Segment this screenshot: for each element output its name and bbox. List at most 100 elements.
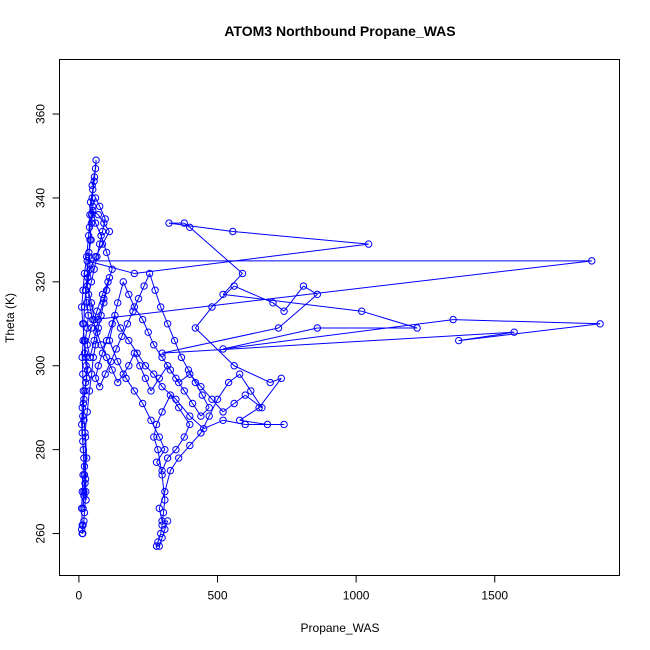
series-line-segment [222, 273, 243, 295]
x-tick-label: 0 [76, 589, 83, 603]
data-point [161, 445, 169, 454]
data-point [161, 487, 169, 496]
data-point [118, 332, 126, 341]
data-point [130, 303, 139, 311]
series-line-segment [99, 373, 106, 387]
series-line-segment [125, 378, 135, 392]
series-line-segment [134, 243, 369, 274]
series-line-segment [178, 445, 191, 459]
series-line-segment [175, 436, 185, 450]
series-line-segment [156, 411, 163, 425]
series-line-segment [222, 403, 235, 413]
data-point [89, 202, 97, 211]
series-line-segment [233, 365, 271, 383]
data-point [274, 324, 283, 332]
data-point [87, 278, 96, 286]
data-point [313, 290, 322, 299]
series-line-segment [283, 285, 304, 312]
data-point [102, 286, 111, 294]
series-line-segment [83, 478, 87, 492]
data-point [100, 294, 108, 303]
data-point [163, 320, 172, 328]
data-point [77, 504, 86, 513]
data-point [91, 219, 100, 227]
series-line-segment [115, 336, 123, 350]
data-point [280, 420, 288, 429]
series-line-segment [158, 436, 166, 450]
series-line-segment [200, 407, 210, 417]
data-point [108, 366, 116, 374]
data-point [141, 362, 150, 370]
data-point [89, 315, 97, 324]
series-line-segment [95, 378, 101, 387]
data-point [80, 492, 88, 500]
data-point [81, 475, 90, 483]
y-axis: 260 280 300 320 340 360 [34, 104, 60, 544]
data-point [93, 252, 101, 261]
data-point [80, 416, 88, 424]
data-point [78, 429, 86, 437]
series-line-segment [106, 357, 113, 371]
series-line-segment [164, 520, 169, 530]
data-point [102, 248, 111, 257]
series-line-segment [126, 311, 134, 324]
data-point [119, 278, 127, 286]
data-point [159, 508, 168, 517]
data-point [130, 387, 139, 395]
data-point [82, 252, 91, 261]
data-point [313, 324, 322, 332]
series-line-segment [194, 306, 213, 329]
series-line-segment [158, 365, 169, 379]
data-point [83, 282, 91, 290]
data-point [156, 303, 165, 311]
data-point [263, 420, 272, 429]
data-point [97, 341, 105, 349]
data-point [108, 265, 116, 273]
data-point [83, 269, 91, 278]
series-line-segment [103, 222, 110, 232]
data-point [229, 227, 237, 236]
data-point [151, 286, 159, 294]
series-line-segment [100, 302, 105, 316]
series-line-segment [192, 403, 202, 417]
series-line-segment [153, 436, 159, 450]
series-line-segment [183, 424, 191, 438]
data-point [78, 403, 86, 412]
data-point [155, 504, 164, 513]
series-line-segment [189, 432, 202, 446]
series-line-segment [117, 373, 124, 383]
series-line-segment [168, 222, 233, 232]
data-point [230, 282, 238, 290]
data-point [186, 412, 194, 420]
data-point [86, 353, 94, 362]
data-point [105, 227, 114, 236]
data-point [82, 374, 91, 383]
data-point [449, 315, 457, 324]
data-point [94, 324, 103, 332]
series-line-segment [222, 327, 318, 350]
data-point [163, 454, 172, 462]
data-point [357, 307, 366, 315]
series-line-segment [90, 189, 94, 203]
data-point [79, 437, 87, 445]
data-point [172, 374, 180, 383]
data-point [166, 466, 175, 475]
series-line-segment [107, 269, 113, 282]
data-point [82, 487, 90, 496]
data-point [108, 320, 116, 328]
data-point [84, 231, 93, 240]
data-point [93, 307, 101, 315]
series-line-segment [122, 365, 130, 375]
data-point [138, 315, 147, 324]
data-point [170, 336, 179, 345]
data-point [105, 273, 114, 282]
data-point [175, 403, 183, 412]
data-point [197, 412, 205, 420]
series-line-segment [178, 373, 191, 383]
data-point [81, 378, 90, 387]
data-point [119, 370, 127, 378]
data-point [186, 223, 194, 232]
series-line-segment [211, 285, 235, 308]
x-axis-label: Propane_WAS [301, 621, 380, 635]
